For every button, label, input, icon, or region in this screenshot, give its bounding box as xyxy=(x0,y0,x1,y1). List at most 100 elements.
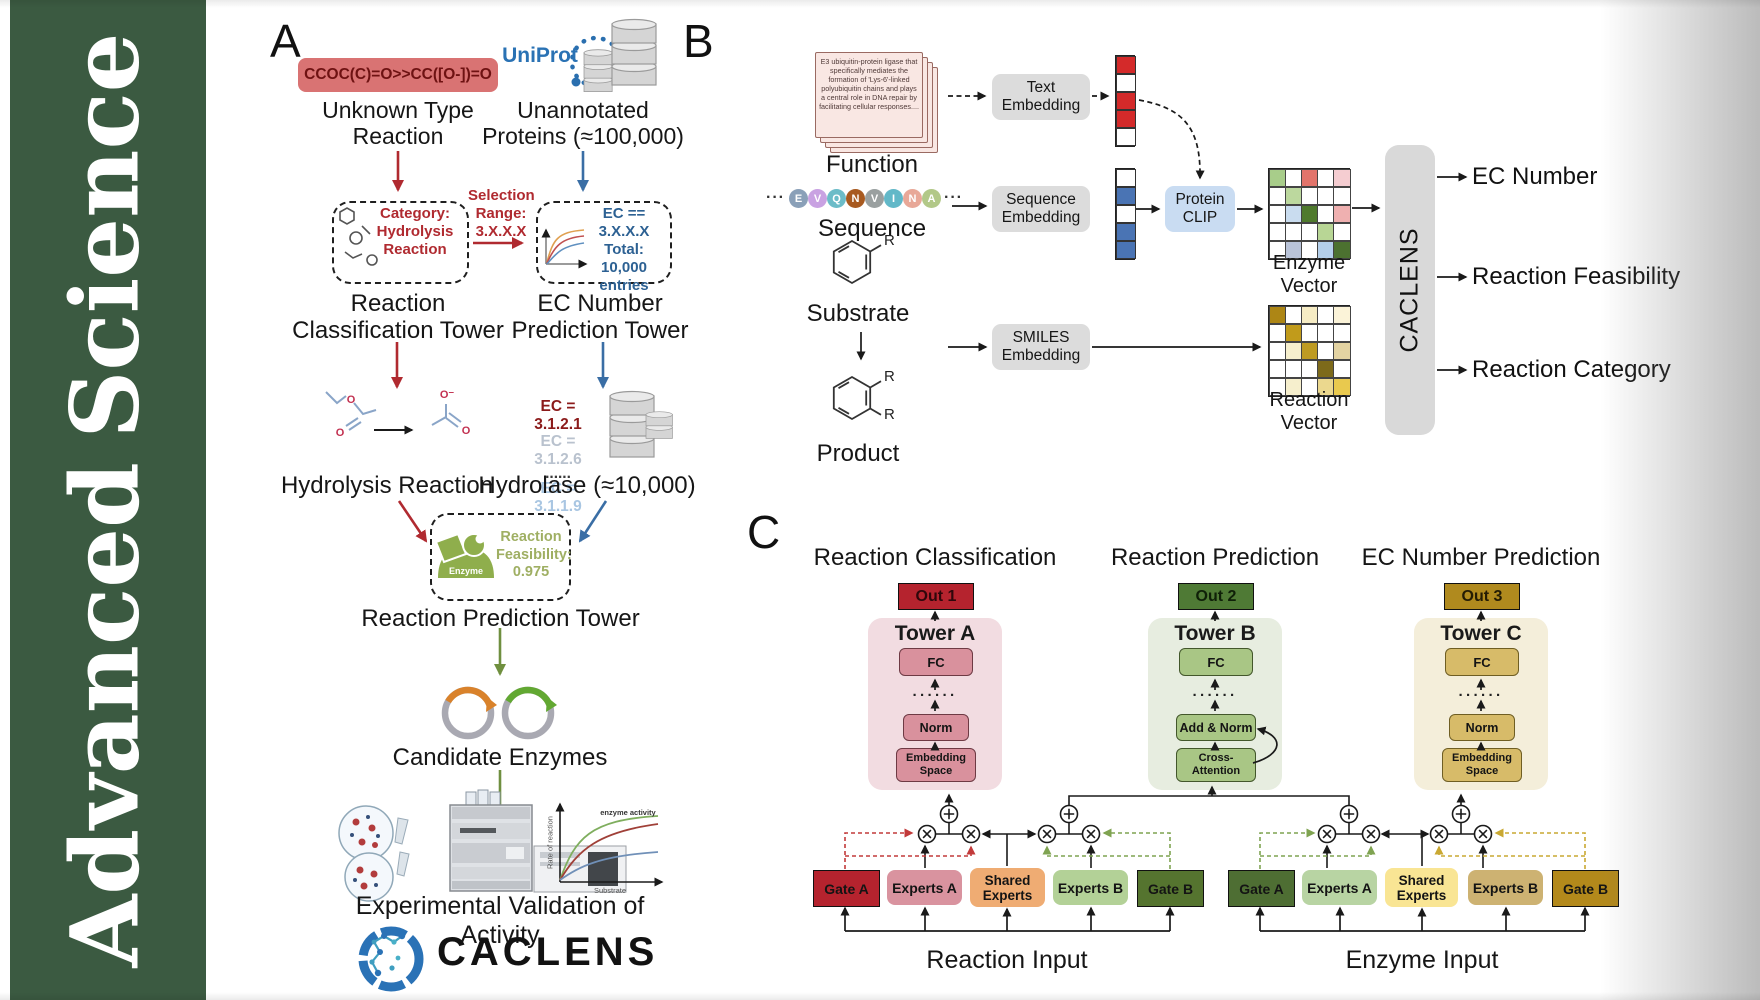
text-embedding-box: Text Embedding xyxy=(992,74,1090,120)
panel-b-label: B xyxy=(683,15,714,67)
cells-icon xyxy=(338,805,410,902)
category-text: Category: Hydrolysis Reaction xyxy=(376,205,454,258)
product-structure-icon xyxy=(832,375,882,421)
header-reaction-prediction: Reaction Prediction xyxy=(1110,544,1320,571)
smiles-text: CCOC(C)=O>>CC([O-])=O xyxy=(304,66,492,83)
function-label: Function xyxy=(825,151,919,178)
smiles-reaction-box: CCOC(C)=O>>CC([O-])=O xyxy=(298,58,498,92)
text-vector xyxy=(1115,55,1136,147)
shared-experts-right-box: Shared Experts xyxy=(1385,868,1458,907)
vector-cell xyxy=(1333,378,1351,396)
panel-c-label: C xyxy=(747,506,781,558)
residue-circle: N xyxy=(903,189,922,208)
experts-a-right-box: Experts A xyxy=(1302,870,1377,905)
svg-text:O: O xyxy=(336,427,345,439)
svg-text:O: O xyxy=(347,394,356,406)
out-3-box: Out 3 xyxy=(1444,583,1520,610)
vector-cell xyxy=(1333,342,1351,360)
product-label: Product xyxy=(816,440,900,467)
gate-b-right-box: Gate B xyxy=(1552,870,1619,907)
substrate-label: Substrate xyxy=(806,300,910,327)
out-1-box: Out 1 xyxy=(898,583,974,610)
feasibility-text: Reaction Feasibility: 0.975 xyxy=(496,529,572,580)
output-reaction-feasibility: Reaction Feasibility xyxy=(1472,263,1681,290)
residue-circle: Q xyxy=(827,189,846,208)
output-reaction-category: Reaction Category xyxy=(1472,356,1671,383)
residue-circle: V xyxy=(808,189,827,208)
panel-a-label: A xyxy=(270,15,301,67)
ec-list: EC = 3.1.2.1 EC = 3.1.2.6 ...... EC = 3.… xyxy=(534,398,582,515)
plot-xlabel: Substrate xyxy=(593,886,627,895)
right-edge-gradient xyxy=(1600,0,1760,1000)
cross-attention-box-b: Cross- Attention xyxy=(1176,748,1256,782)
protein-clip-box: Protein CLIP xyxy=(1165,186,1235,232)
residue-circle: I xyxy=(884,189,903,208)
vector-cell xyxy=(1333,169,1351,187)
panel-b-arrows xyxy=(856,91,1468,375)
enzyme-vector-label: Enzyme Vector xyxy=(1272,252,1346,297)
vector-cell xyxy=(1333,324,1351,342)
enzyme-badge: Enzyme xyxy=(448,566,483,576)
molecule-atom-labels: O O O⁻ O xyxy=(336,389,471,439)
unannotated-proteins-label: Unannotated Proteins (≈100,000) xyxy=(482,97,684,149)
vector-cell xyxy=(1116,205,1136,223)
vector-cell xyxy=(1333,306,1351,324)
vector-cell xyxy=(1116,223,1136,241)
vector-cell xyxy=(1116,128,1136,146)
header-reaction-classification: Reaction Classification xyxy=(813,544,1057,571)
caclens-wordmark: CACLENS xyxy=(437,930,659,974)
caclens-block-label: CACLENS xyxy=(1395,227,1424,353)
embedding-space-box-c: Embedding Space xyxy=(1442,748,1522,782)
journal-title: Advanced Science xyxy=(36,33,176,968)
category-dashed-box xyxy=(332,201,469,284)
fc-box-b: FC xyxy=(1179,648,1253,676)
r-group-label: R xyxy=(884,368,895,385)
reaction-vector-matrix xyxy=(1268,305,1351,397)
svg-text:O⁻: O⁻ xyxy=(440,389,455,401)
vector-cell xyxy=(1333,187,1351,205)
fc-box-a: FC xyxy=(899,648,973,676)
vector-cell xyxy=(1333,223,1351,241)
embedding-space-box-a: Embedding Space xyxy=(896,748,976,782)
experts-b-left-box: Experts B xyxy=(1053,870,1128,905)
dots-a: ······ xyxy=(912,687,958,704)
journal-title-word: Science xyxy=(50,32,161,439)
function-card: E3 ubiquitin-protein ligase that specifi… xyxy=(815,52,923,138)
plot-ylabel: Rate of reaction xyxy=(545,816,555,869)
vector-cell xyxy=(1116,56,1136,74)
sequence-ellipsis-right: ··· xyxy=(944,189,963,206)
feasibility-dashed-box xyxy=(430,513,571,601)
r-group-label: R xyxy=(884,406,895,423)
acetate-molecule-icon xyxy=(431,404,462,428)
ec-filter-dashed-box xyxy=(536,201,672,284)
gate-a-left-box: Gate A xyxy=(813,870,880,907)
svg-text:O: O xyxy=(462,425,471,437)
reaction-prediction-tower-label: Reaction Prediction Tower xyxy=(361,605,640,632)
sequence-vector xyxy=(1115,168,1136,260)
ec-filter-text: EC == 3.X.X.X Total: 10,000 entries xyxy=(598,205,650,294)
norm-box-a: Norm xyxy=(903,714,969,741)
journal-title-word: Advanced xyxy=(50,462,161,968)
fc-box-c: FC xyxy=(1445,648,1519,676)
hydrolysis-reaction-label: Hydrolysis Reaction xyxy=(280,472,494,499)
moe-wiring xyxy=(844,785,1586,869)
input-bus-lines xyxy=(840,906,1590,932)
caclens-block: CACLENS xyxy=(1385,145,1435,435)
candidate-enzymes-label: Candidate Enzymes xyxy=(392,744,608,771)
vector-cell xyxy=(1116,110,1136,128)
plot-annotation: enzyme activity xyxy=(600,808,656,817)
unknown-reaction-label: Unknown Type Reaction xyxy=(322,97,474,149)
experts-a-left-box: Experts A xyxy=(887,870,962,905)
norm-box-c: Norm xyxy=(1449,714,1515,741)
shared-experts-left-box: Shared Experts xyxy=(970,868,1045,907)
vector-cell xyxy=(1333,241,1351,259)
sequence-ellipsis-left: ··· xyxy=(766,189,785,206)
vector-cell xyxy=(1116,169,1136,187)
tower-b-title: Tower B xyxy=(1174,622,1256,645)
reaction-classification-tower-label: Reaction Classification Tower xyxy=(292,290,504,344)
dots-c: ······ xyxy=(1458,687,1504,704)
tower-c-title: Tower C xyxy=(1440,622,1522,645)
ec-number-tower-label: EC Number Prediction Tower xyxy=(511,290,689,344)
vector-cell xyxy=(1116,92,1136,110)
